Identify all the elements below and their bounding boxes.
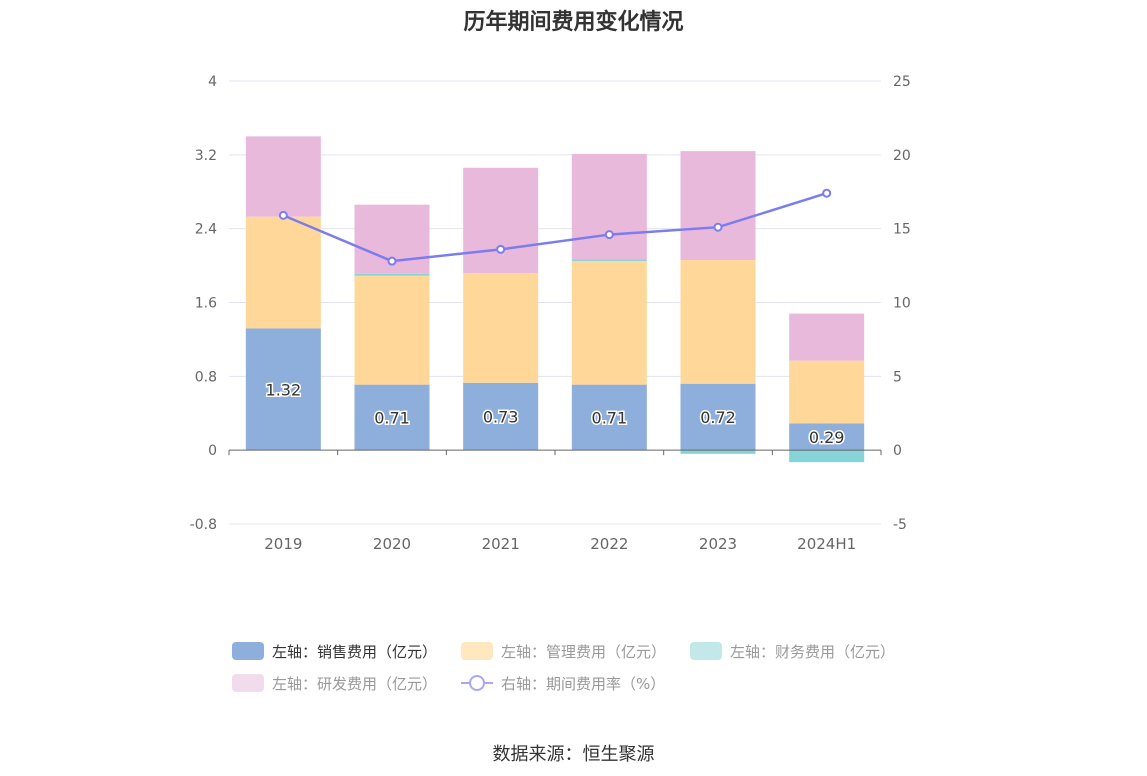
expense-rate-point xyxy=(604,230,614,240)
expense-rate-line xyxy=(282,192,828,263)
left-axis-tick-label: 0.8 xyxy=(195,369,217,385)
left-axis-tick-label: -0.8 xyxy=(190,517,217,533)
bar-sales xyxy=(354,384,430,451)
left-axis-tick-label: 0 xyxy=(208,443,217,459)
chart-title: 历年期间费用变化情况 xyxy=(463,10,684,35)
bar-rd xyxy=(571,153,647,260)
right-axis-tick-label: 0 xyxy=(893,443,902,459)
x-axis-category-label: 2021 xyxy=(482,535,520,553)
bar-data-label: 0.72 xyxy=(700,408,736,427)
bar-admin xyxy=(354,275,430,385)
bar-admin xyxy=(463,272,539,383)
bar-finance xyxy=(789,450,865,463)
bar-finance xyxy=(680,450,756,454)
legend-label-rate: 右轴：期间费用率（%） xyxy=(501,674,666,693)
expense-rate-point xyxy=(278,210,288,220)
right-axis-tick-label: -5 xyxy=(893,517,907,533)
legend-swatch-sales xyxy=(232,642,264,660)
left-axis-tick-label: 4 xyxy=(208,74,217,90)
bar-sales xyxy=(680,383,756,451)
legend-swatch-rd xyxy=(232,674,264,692)
bar-data-label: 0.71 xyxy=(374,408,410,427)
bar-finance xyxy=(354,273,430,276)
right-axis-tick-label: 5 xyxy=(893,369,902,385)
left-axis-tick-label: 2.4 xyxy=(195,222,217,238)
bar-data-label: 0.29 xyxy=(809,428,845,447)
legend-swatch-rate xyxy=(461,674,494,692)
bar-rd xyxy=(789,313,865,361)
right-axis-tick-label: 15 xyxy=(893,222,911,238)
legend-label-finance: 左轴：财务费用（亿元） xyxy=(730,642,896,661)
legend-item-sales[interactable]: 左轴：销售费用（亿元） xyxy=(232,641,437,662)
bar-data-label: 0.71 xyxy=(592,408,628,427)
legend-item-rd[interactable]: 左轴：研发费用（亿元） xyxy=(232,673,437,694)
bar-admin xyxy=(680,260,756,384)
legend-swatch-finance xyxy=(690,642,723,660)
expense-rate-point xyxy=(387,256,397,266)
data-label-layer: 1.32 0.71 0.73 0.71 0.72 0.29 xyxy=(264,379,846,449)
x-axis-category-label: 2022 xyxy=(590,535,628,553)
bar-stack-layer xyxy=(245,136,865,463)
right-axis-tick-label: 10 xyxy=(893,296,911,312)
expense-rate-point xyxy=(713,222,723,232)
bar-sales xyxy=(245,328,321,451)
expense-rate-point xyxy=(496,244,506,254)
bar-admin xyxy=(789,360,865,424)
legend-label-admin: 左轴：管理费用（亿元） xyxy=(501,642,667,661)
bar-rd xyxy=(463,167,539,273)
legend-row-2: 左轴：研发费用（亿元） 右轴：期间费用率（%） xyxy=(232,670,932,696)
bar-data-label: 0.73 xyxy=(483,407,519,426)
bar-admin xyxy=(245,216,321,329)
chart-legend: 左轴：销售费用（亿元） 左轴：管理费用（亿元） 左轴：财务费用（亿元） 左轴：研… xyxy=(232,638,932,702)
legend-label-sales: 左轴：销售费用（亿元） xyxy=(272,642,438,661)
data-source-note: 数据来源：恒生聚源 xyxy=(492,744,655,765)
bar-data-label: 1.32 xyxy=(266,380,302,399)
expense-rate-line-layer xyxy=(278,188,832,266)
axis-layer: -0.8 0 0.8 1.6 2.4 3.2 4 -5 0 5 10 15 20 25 2019 2020 20… xyxy=(190,74,911,553)
legend-row-1: 左轴：销售费用（亿元） 左轴：管理费用（亿元） 左轴：财务费用（亿元） xyxy=(232,638,932,664)
left-axis-tick-label: 3.2 xyxy=(195,148,217,164)
right-axis-tick-label: 25 xyxy=(893,74,911,90)
expense-rate-point xyxy=(822,188,832,198)
bar-sales xyxy=(789,423,865,451)
legend-item-finance[interactable]: 左轴：财务费用（亿元） xyxy=(690,641,895,662)
grid-lines xyxy=(229,80,881,525)
legend-item-admin[interactable]: 左轴：管理费用（亿元） xyxy=(461,641,666,662)
x-axis-category-label: 2023 xyxy=(699,535,737,553)
right-axis-tick-label: 20 xyxy=(893,148,911,164)
bar-rd xyxy=(245,136,321,217)
x-axis-category-label: 2024H1 xyxy=(797,535,856,553)
legend-swatch-admin xyxy=(461,642,494,660)
chart-plot: -0.8 0 0.8 1.6 2.4 3.2 4 -5 0 5 10 15 20 25 2019 2020 20… xyxy=(190,74,911,553)
bar-sales xyxy=(571,384,647,451)
bar-rd xyxy=(680,151,756,261)
bar-sales xyxy=(463,382,539,451)
legend-item-rate[interactable]: 右轴：期间费用率（%） xyxy=(461,673,665,694)
x-axis-category-label: 2019 xyxy=(264,535,302,553)
x-axis-category-label: 2020 xyxy=(373,535,411,553)
bar-admin xyxy=(571,260,647,385)
legend-label-rd: 左轴：研发费用（亿元） xyxy=(272,674,438,693)
bar-finance xyxy=(571,259,647,261)
left-axis-tick-label: 1.6 xyxy=(195,296,217,312)
